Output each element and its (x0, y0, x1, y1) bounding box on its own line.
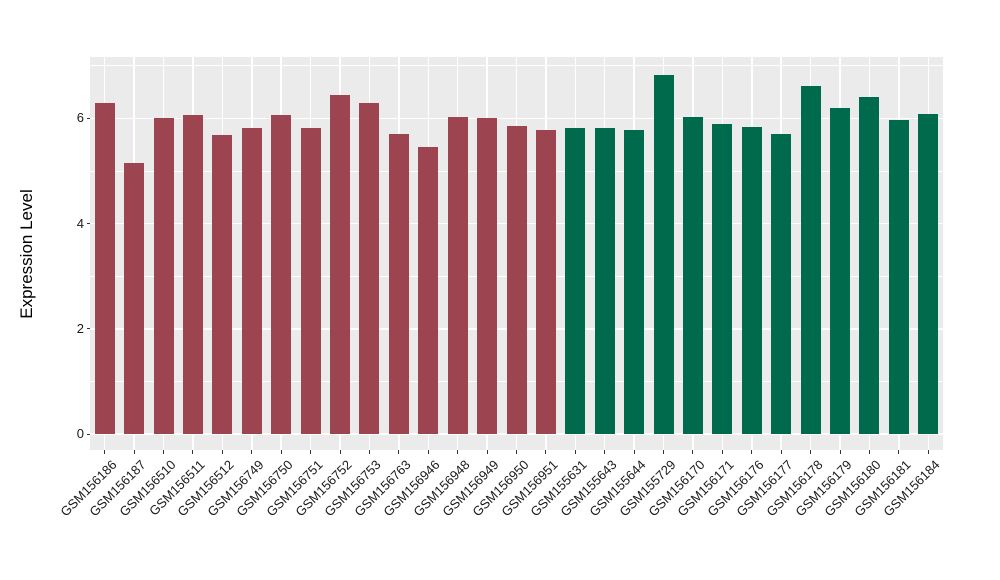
x-tick-GSM156763 (398, 450, 400, 454)
bar-GSM156171 (712, 123, 733, 434)
x-tick-GSM156752 (339, 450, 341, 454)
bar-GSM156177 (771, 134, 792, 434)
bar-GSM156186 (94, 103, 115, 434)
bar-GSM156946 (418, 146, 439, 434)
y-tick-label-2: 2 (76, 320, 84, 336)
y-axis-title: Expression Level (17, 188, 36, 319)
y-tick-label-0: 0 (76, 426, 84, 441)
y-tick-0 (86, 433, 90, 435)
x-tick-GSM156950 (516, 450, 517, 454)
bar-GSM156181 (888, 119, 909, 434)
bar-GSM155631 (565, 127, 586, 434)
x-tick-GSM156176 (751, 450, 753, 454)
x-tick-GSM156511 (192, 450, 194, 454)
bar-GSM156752 (330, 95, 351, 434)
y-tick-4 (86, 223, 90, 225)
x-tick-GSM156751 (310, 450, 312, 454)
x-tick-GSM156178 (810, 450, 812, 454)
x-tick-GSM155729 (663, 450, 665, 454)
x-tick-GSM156184 (927, 450, 929, 454)
bar-GSM156170 (682, 116, 703, 434)
x-tick-GSM156949 (486, 450, 488, 454)
y-tick-label-6: 6 (76, 110, 84, 126)
bar-GSM156512 (212, 134, 233, 434)
x-tick-GSM156948 (457, 450, 459, 454)
bar-GSM156178 (800, 85, 821, 434)
x-tick-GSM155644 (633, 450, 635, 454)
x-tick-GSM156951 (545, 450, 547, 454)
bar-GSM156949 (477, 118, 498, 434)
x-tick-GSM156180 (868, 450, 870, 454)
bar-GSM156180 (859, 97, 880, 434)
x-tick-GSM156753 (368, 450, 370, 454)
bar-GSM156184 (918, 114, 939, 434)
x-tick-GSM156510 (163, 450, 165, 454)
x-tick-GSM156749 (251, 450, 253, 454)
x-tick-GSM155631 (574, 450, 576, 454)
bar-GSM156751 (300, 127, 321, 434)
bar-GSM156951 (535, 130, 556, 434)
bar-GSM156179 (830, 108, 851, 434)
x-tick-GSM156181 (898, 450, 900, 454)
bar-GSM155643 (594, 127, 615, 434)
bar-GSM156187 (124, 162, 145, 434)
x-tick-GSM155643 (604, 450, 606, 454)
x-tick-GSM156187 (133, 450, 135, 454)
bar-GSM155644 (624, 130, 645, 434)
x-tick-GSM156750 (280, 450, 282, 454)
bar-GSM156511 (182, 114, 203, 434)
bar-GSM156950 (506, 125, 527, 434)
x-tick-GSM156171 (721, 450, 723, 454)
x-tick-GSM156946 (427, 450, 429, 454)
bar-GSM156753 (359, 102, 380, 434)
bar-GSM156750 (271, 114, 292, 434)
bar-GSM156176 (741, 126, 762, 434)
bar-GSM156763 (388, 133, 409, 434)
bar-GSM156749 (241, 127, 262, 434)
y-tick-2 (86, 328, 90, 330)
y-tick-6 (86, 117, 90, 119)
x-tick-GSM156186 (104, 450, 106, 454)
bar-GSM156948 (447, 116, 468, 434)
x-tick-GSM156179 (839, 450, 841, 454)
x-tick-GSM156170 (692, 450, 694, 454)
x-tick-GSM156177 (780, 450, 782, 454)
bar-GSM156510 (153, 117, 174, 434)
y-tick-label-4: 4 (76, 215, 84, 231)
x-tick-GSM156512 (221, 450, 223, 454)
bar-GSM155729 (653, 74, 674, 434)
